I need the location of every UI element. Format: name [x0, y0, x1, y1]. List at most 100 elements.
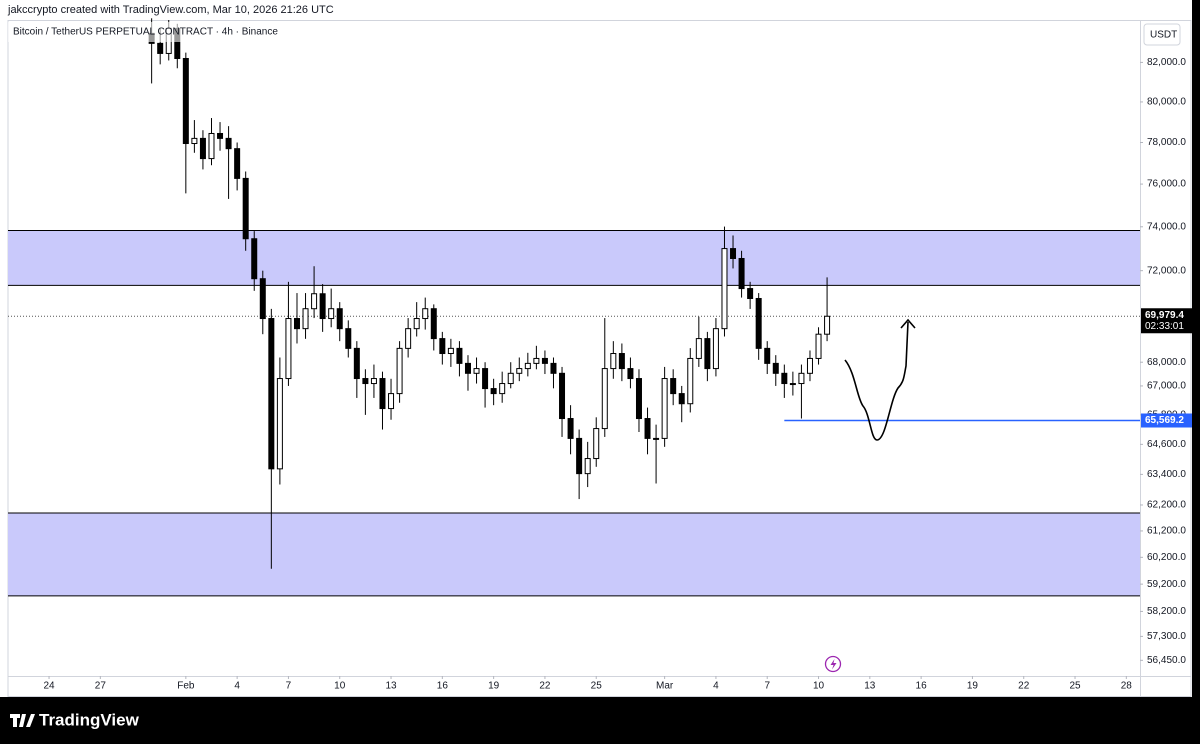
x-tick-label: 16	[437, 681, 449, 692]
x-tick-label: 19	[967, 681, 979, 692]
candle-body	[584, 458, 591, 475]
y-tick-label: 74,000.0	[1147, 221, 1186, 232]
candle-body	[259, 278, 266, 320]
candle-body	[507, 372, 514, 385]
candle-body	[370, 378, 377, 385]
y-tick-label: 82,000.0	[1147, 57, 1186, 68]
candle-body	[541, 357, 548, 364]
candle-body	[559, 372, 566, 420]
countdown-label: 02:33:01	[1145, 321, 1184, 332]
footer-band	[0, 697, 1200, 744]
candle-body	[490, 388, 497, 395]
candle-body	[379, 378, 386, 410]
candle-body	[328, 308, 335, 320]
level-label-box	[1141, 413, 1192, 428]
candle-body	[439, 338, 446, 355]
x-tick-label: 28	[1121, 681, 1133, 692]
x-tick-label: 4	[234, 681, 240, 692]
currency-label: USDT	[1150, 30, 1177, 41]
y-tick-label: 61,200.0	[1147, 526, 1186, 537]
y-tick-label: 78,000.0	[1147, 137, 1186, 148]
candle-body	[217, 132, 224, 139]
candle-body	[388, 393, 395, 410]
candle-body	[353, 347, 360, 380]
candle-body	[610, 353, 617, 370]
zone	[8, 512, 1140, 596]
candle-body	[593, 428, 600, 460]
candle-body	[234, 148, 241, 179]
y-tick-label: 67,000.0	[1147, 381, 1186, 392]
candle-body	[413, 318, 420, 330]
candle-body	[336, 308, 343, 330]
x-tick-label: 4	[713, 681, 719, 692]
candle-body	[550, 362, 557, 374]
x-tick-label: 27	[95, 681, 107, 692]
candle-body	[456, 347, 463, 364]
candle-body	[747, 288, 754, 299]
candle-body	[567, 418, 574, 439]
x-tick-label: 16	[916, 681, 928, 692]
pane-frame	[7, 20, 1192, 697]
candle-body	[464, 362, 471, 374]
x-tick-label: 24	[43, 681, 55, 692]
candle-body	[712, 328, 719, 370]
candle-body	[447, 347, 454, 355]
candle-body	[755, 297, 762, 349]
x-tick-label: Feb	[177, 681, 195, 692]
candle-body	[806, 357, 813, 374]
zone	[8, 230, 1140, 286]
y-tick-label: 76,000.0	[1147, 179, 1186, 190]
y-tick-label: 56,450.0	[1147, 655, 1186, 666]
candle-body	[687, 357, 694, 405]
candle-body	[499, 383, 506, 395]
candle-body	[815, 333, 822, 359]
y-tick-label: 62,200.0	[1147, 500, 1186, 511]
plot	[8, 18, 1140, 597]
event-bolt	[830, 659, 837, 670]
candle-body	[772, 362, 779, 374]
candle-body	[627, 368, 634, 380]
y-tick-label: 64,600.0	[1147, 439, 1186, 450]
candle-body	[319, 293, 326, 320]
last-price-box	[1141, 308, 1192, 334]
candle-body	[345, 328, 352, 349]
level-label: 65,569.2	[1145, 415, 1184, 426]
candle-body	[208, 132, 215, 160]
x-tick-label: 22	[1018, 681, 1030, 692]
candle-body	[473, 368, 480, 374]
last-price-label: 69,979.4	[1145, 310, 1184, 321]
candle-body	[670, 378, 677, 395]
candle-body	[191, 137, 198, 145]
candle-body	[601, 368, 608, 430]
candle-body	[798, 372, 805, 385]
chart-title: Bitcoin / TetherUS PERPETUAL CONTRACT · …	[13, 27, 278, 38]
y-tick-label: 68,000.0	[1147, 357, 1186, 368]
x-tick-label: 7	[764, 681, 770, 692]
header-text: jakccrypto created with TradingView.com,…	[7, 4, 334, 16]
candle-body	[653, 437, 660, 440]
candle-body	[430, 308, 437, 340]
y-tick-label: 63,400.0	[1147, 469, 1186, 480]
title-backdrop	[8, 22, 255, 42]
candle-body	[661, 378, 668, 439]
candle-body	[738, 257, 745, 290]
candle-body	[276, 378, 283, 470]
candle-body	[721, 248, 728, 330]
candle-body	[251, 238, 258, 280]
candle-body	[405, 328, 412, 349]
candle-body	[695, 338, 702, 359]
currency-box	[1143, 23, 1181, 46]
candle-body	[285, 318, 292, 380]
y-tick-label: 60,200.0	[1147, 552, 1186, 563]
hand-drawn-arrow	[844, 318, 916, 441]
candle-body	[644, 418, 651, 439]
footer-logo	[10, 714, 35, 727]
y-tick-label: 59,200.0	[1147, 579, 1186, 590]
candle-body	[635, 378, 642, 420]
candle-body	[182, 57, 189, 145]
candle-body	[268, 318, 275, 470]
candle-body	[302, 308, 309, 330]
candle-body	[293, 318, 300, 330]
candle-body	[576, 437, 583, 475]
y-tick-label: 58,200.0	[1147, 606, 1186, 617]
